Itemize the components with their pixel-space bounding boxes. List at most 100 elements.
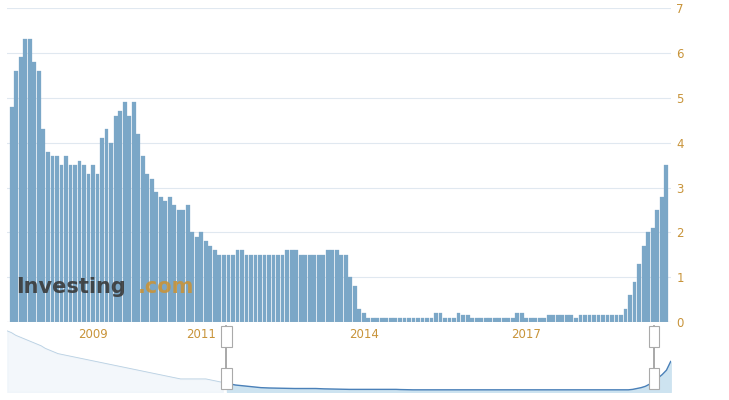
Bar <box>488 318 492 322</box>
Bar <box>529 318 533 322</box>
Bar <box>195 237 199 322</box>
Bar <box>335 250 339 322</box>
Bar <box>149 178 154 322</box>
Bar <box>651 228 655 322</box>
Bar <box>221 326 232 347</box>
Bar <box>660 196 663 322</box>
Bar <box>556 316 560 322</box>
Bar <box>375 318 379 322</box>
Bar <box>217 255 222 322</box>
Bar <box>588 316 591 322</box>
Bar <box>204 241 208 322</box>
Bar <box>579 316 582 322</box>
Bar <box>407 318 411 322</box>
Bar <box>19 57 23 322</box>
Bar <box>515 313 519 322</box>
Bar <box>538 318 542 322</box>
Bar <box>10 107 14 322</box>
Bar <box>429 318 434 322</box>
Bar <box>105 129 109 322</box>
Bar <box>244 255 249 322</box>
Bar <box>285 250 289 322</box>
Bar <box>163 201 167 322</box>
Text: Investing: Investing <box>16 278 126 298</box>
Bar <box>95 174 99 322</box>
Bar <box>272 255 276 322</box>
Bar <box>308 255 311 322</box>
Bar <box>362 313 366 322</box>
Bar <box>637 264 641 322</box>
Bar <box>534 318 537 322</box>
Bar <box>240 250 244 322</box>
Bar <box>348 277 352 322</box>
Bar <box>606 316 609 322</box>
Bar <box>73 165 77 322</box>
Bar <box>610 316 614 322</box>
Bar <box>60 165 63 322</box>
Bar <box>289 250 294 322</box>
Text: .com: .com <box>139 278 195 298</box>
Bar <box>484 318 488 322</box>
Bar <box>267 255 271 322</box>
Bar <box>434 313 438 322</box>
Bar <box>91 165 95 322</box>
Bar <box>64 156 68 322</box>
Bar <box>561 316 564 322</box>
Bar <box>497 318 501 322</box>
Bar <box>357 309 361 322</box>
Bar <box>547 316 550 322</box>
Bar <box>502 318 506 322</box>
Bar <box>100 138 104 322</box>
Bar <box>520 313 523 322</box>
Bar <box>33 62 36 322</box>
Bar <box>326 250 330 322</box>
Bar <box>353 286 356 322</box>
Bar <box>168 196 171 322</box>
Bar <box>235 250 239 322</box>
Bar <box>615 316 618 322</box>
Bar <box>182 210 185 322</box>
Bar <box>317 255 321 322</box>
Bar <box>646 232 650 322</box>
Bar <box>118 111 122 322</box>
Bar <box>394 318 397 322</box>
Bar <box>87 174 90 322</box>
Bar <box>82 165 86 322</box>
Bar <box>186 206 190 322</box>
Bar <box>470 318 474 322</box>
Bar <box>511 318 515 322</box>
Bar <box>389 318 393 322</box>
Bar <box>619 316 623 322</box>
Bar <box>456 313 461 322</box>
Bar <box>177 210 181 322</box>
Bar <box>200 232 203 322</box>
Bar <box>249 255 253 322</box>
Bar <box>77 161 82 322</box>
Bar <box>128 116 131 322</box>
Bar <box>649 368 660 388</box>
Bar <box>421 318 424 322</box>
Bar <box>330 250 334 322</box>
Bar <box>398 318 402 322</box>
Bar <box>466 316 469 322</box>
Bar <box>380 318 383 322</box>
Bar <box>141 156 144 322</box>
Bar <box>321 255 325 322</box>
Bar <box>339 255 343 322</box>
Bar <box>109 143 113 322</box>
Bar <box>655 210 659 322</box>
Bar <box>565 316 569 322</box>
Bar <box>493 318 496 322</box>
Bar <box>221 368 232 388</box>
Bar <box>46 152 50 322</box>
Bar <box>281 255 284 322</box>
Bar <box>159 196 163 322</box>
Bar <box>542 318 546 322</box>
Bar <box>425 318 429 322</box>
Bar <box>132 102 136 322</box>
Bar <box>222 255 226 322</box>
Bar <box>172 206 176 322</box>
Bar <box>258 255 262 322</box>
Bar <box>371 318 375 322</box>
Bar <box>448 318 451 322</box>
